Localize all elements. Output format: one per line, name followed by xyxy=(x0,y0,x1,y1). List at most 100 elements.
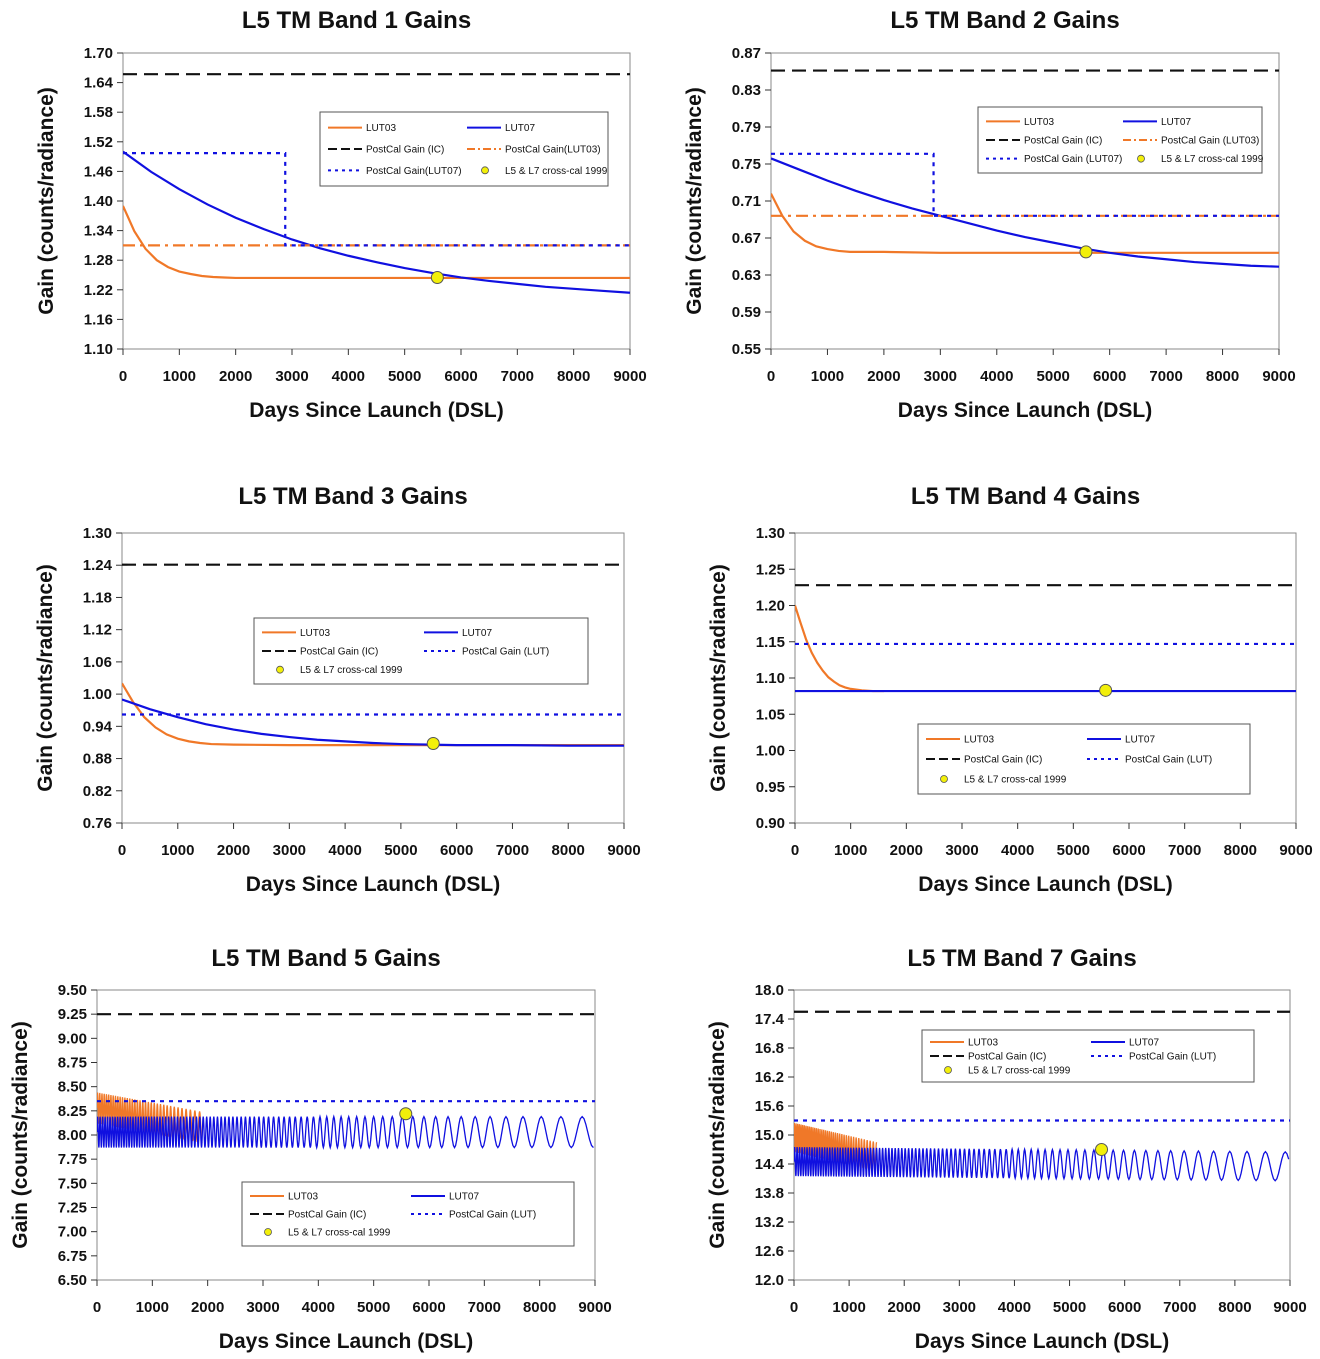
chart-band-5: L5 TM Band 5 Gains 6.50 6.75 7.00 7.25 7.50 7.… xyxy=(0,938,660,1354)
legend-marker xyxy=(264,1228,272,1236)
y-axis-label: Gain (counts/radiance) xyxy=(707,564,730,792)
y-tick-label: 7.50 xyxy=(58,1175,87,1192)
y-tick-label: 9.50 xyxy=(58,982,87,999)
y-tick-label: 8.25 xyxy=(58,1103,87,1120)
y-tick-label: 1.58 xyxy=(84,104,113,121)
chart-title: L5 TM Band 4 Gains xyxy=(911,483,1140,510)
x-tick-label: 9000 xyxy=(1273,1299,1306,1316)
x-tick-label: 2000 xyxy=(219,368,252,385)
legend-label: LUT03 xyxy=(968,1038,998,1049)
legend-box xyxy=(917,723,1251,795)
y-axis-label: Gain (counts/radiance) xyxy=(34,564,57,792)
x-tick-label: 5000 xyxy=(357,1299,390,1316)
x-tick-label: 0 xyxy=(93,1299,101,1316)
legend-label: LUT03 xyxy=(366,123,396,134)
x-tick-label: 6000 xyxy=(440,842,473,859)
series-lut07 xyxy=(122,698,624,747)
x-tick-label: 7000 xyxy=(1168,842,1201,859)
legend-box xyxy=(253,617,589,685)
y-tick-label: 1.30 xyxy=(756,525,785,542)
y-tick-label: 6.50 xyxy=(58,1272,87,1289)
x-tick-label: 1000 xyxy=(832,1299,865,1316)
series-postcal-gain-lut07 xyxy=(123,152,630,247)
legend-label: LUT03 xyxy=(300,628,330,639)
x-tick-label: 1000 xyxy=(161,842,194,859)
chart-title: L5 TM Band 7 Gains xyxy=(907,945,1136,972)
legend-label: L5 & L7 cross-cal 1999 xyxy=(968,1066,1071,1077)
x-tick-label: 9000 xyxy=(1262,368,1295,385)
y-tick-label: 1.18 xyxy=(83,589,112,606)
y-tick-label: 0.55 xyxy=(732,341,761,358)
legend-box xyxy=(921,1029,1255,1083)
x-tick-label: 3000 xyxy=(246,1299,279,1316)
x-tick-label: 2000 xyxy=(217,842,250,859)
y-tick-label: 1.05 xyxy=(756,706,785,723)
x-tick-label: 1000 xyxy=(811,368,844,385)
legend-label: PostCal Gain (IC) xyxy=(300,647,378,658)
legend-marker xyxy=(276,665,284,674)
x-tick-label: 9000 xyxy=(1279,842,1312,859)
x-tick-label: 0 xyxy=(767,368,775,385)
legend-label: PostCal Gain (LUT) xyxy=(462,647,549,658)
chart-title: L5 TM Band 2 Gains xyxy=(890,7,1119,34)
x-tick-label: 2000 xyxy=(867,368,900,385)
chart-svg: L5 TM Band 2 Gains 0.55 0.59 0.63 0.67 0.71 0.… xyxy=(683,7,1296,422)
cross-cal-marker xyxy=(1099,683,1113,697)
y-tick-label: 1.06 xyxy=(83,654,112,671)
x-tick-label: 3000 xyxy=(275,368,308,385)
chart-svg: L5 TM Band 7 Gains 12.0 12.6 13.2 13.8 14.4 15… xyxy=(706,945,1307,1353)
legend-marker xyxy=(940,775,948,783)
y-tick-label: 0.71 xyxy=(732,193,761,210)
chart-band-4: L5 TM Band 4 Gains 0.90 0.95 1.00 1.05 1.10 1.… xyxy=(660,476,1320,908)
y-tick-label: 8.00 xyxy=(58,1127,87,1144)
y-tick-label: 1.20 xyxy=(756,598,785,615)
x-tick-label: 3000 xyxy=(945,842,978,859)
y-axis-label: Gain (counts/radiance) xyxy=(35,87,58,315)
x-tick-label: 6000 xyxy=(1093,368,1126,385)
legend-label: PostCal Gain (IC) xyxy=(968,1052,1046,1063)
legend-label: LUT07 xyxy=(505,123,535,134)
y-tick-label: 1.24 xyxy=(83,557,113,574)
y-tick-label: 1.22 xyxy=(84,282,113,299)
x-tick-label: 4000 xyxy=(328,842,361,859)
y-tick-label: 1.70 xyxy=(84,45,113,62)
x-axis-label: Days Since Launch (DSL) xyxy=(918,873,1172,896)
y-tick-label: 1.64 xyxy=(84,75,114,92)
y-tick-label: 7.00 xyxy=(58,1224,87,1241)
x-tick-label: 1000 xyxy=(834,842,867,859)
y-tick-label: 0.90 xyxy=(756,815,785,832)
y-tick-label: 7.25 xyxy=(58,1200,87,1217)
y-tick-label: 0.76 xyxy=(83,815,112,832)
series-lut07 xyxy=(771,157,1280,268)
x-tick-label: 2000 xyxy=(888,1299,921,1316)
x-tick-label: 0 xyxy=(118,842,126,859)
cross-cal-marker xyxy=(399,1107,413,1121)
x-tick-label: 4000 xyxy=(998,1299,1031,1316)
y-tick-label: 13.2 xyxy=(755,1214,784,1231)
y-tick-label: 0.83 xyxy=(732,82,761,99)
chart-svg: L5 TM Band 4 Gains 0.90 0.95 1.00 1.05 1.10 1.… xyxy=(707,483,1313,896)
y-tick-label: 15.6 xyxy=(755,1098,784,1115)
chart-title: L5 TM Band 1 Gains xyxy=(242,7,471,34)
x-tick-label: 4000 xyxy=(302,1299,335,1316)
y-tick-label: 12.0 xyxy=(755,1272,784,1289)
x-tick-label: 6000 xyxy=(412,1299,445,1316)
x-tick-label: 7000 xyxy=(468,1299,501,1316)
x-tick-label: 5000 xyxy=(1057,842,1090,859)
x-axis-label: Days Since Launch (DSL) xyxy=(246,873,500,896)
legend-label: PostCal Gain (IC) xyxy=(964,755,1042,766)
x-tick-label: 3000 xyxy=(924,368,957,385)
x-tick-label: 1000 xyxy=(163,368,196,385)
x-tick-label: 4000 xyxy=(332,368,365,385)
series-lut07 xyxy=(794,1146,1290,1182)
y-tick-label: 8.50 xyxy=(58,1079,87,1096)
chart-band-1: L5 TM Band 1 Gains 1.10 1.16 1.22 1.28 1.34 1.… xyxy=(0,0,660,440)
y-axis-label: Gain (counts/radiance) xyxy=(9,1021,32,1249)
x-tick-label: 8000 xyxy=(1206,368,1239,385)
y-tick-label: 12.6 xyxy=(755,1243,784,1260)
x-axis-label: Days Since Launch (DSL) xyxy=(898,399,1152,422)
y-tick-label: 0.82 xyxy=(83,783,112,800)
y-tick-label: 1.25 xyxy=(756,561,785,578)
x-tick-label: 9000 xyxy=(607,842,640,859)
x-tick-label: 7000 xyxy=(1149,368,1182,385)
